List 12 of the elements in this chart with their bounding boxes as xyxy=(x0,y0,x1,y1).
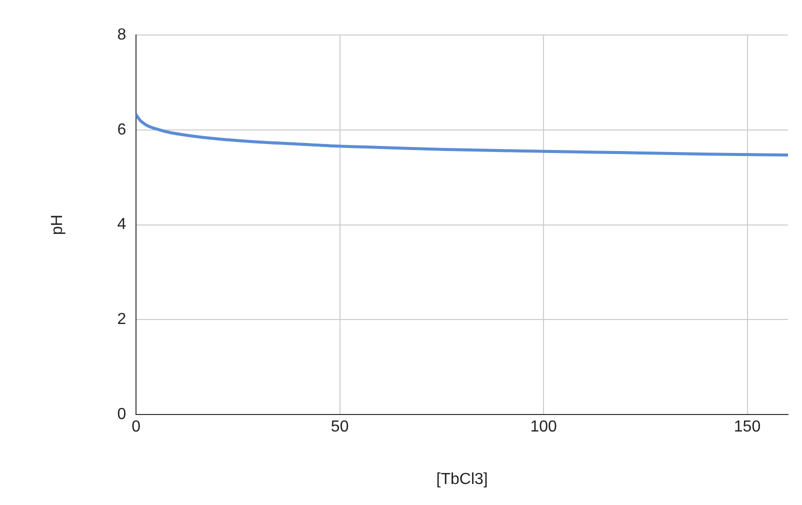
line-series xyxy=(136,113,788,157)
x-tick-label: 100 xyxy=(530,418,557,436)
x-tick-label: 150 xyxy=(734,418,761,436)
x-tick-label: 50 xyxy=(330,418,349,436)
x-axis-title: [TbCl3] xyxy=(436,470,488,488)
y-tick-label: 2 xyxy=(117,311,126,328)
y-tick-label: 4 xyxy=(117,216,126,234)
y-tick-label: 0 xyxy=(117,406,126,424)
y-axis-title: pH xyxy=(49,214,66,236)
y-tick-label: 8 xyxy=(117,26,126,44)
y-tick-label: 6 xyxy=(117,121,126,138)
x-tick-label: 0 xyxy=(132,418,141,436)
